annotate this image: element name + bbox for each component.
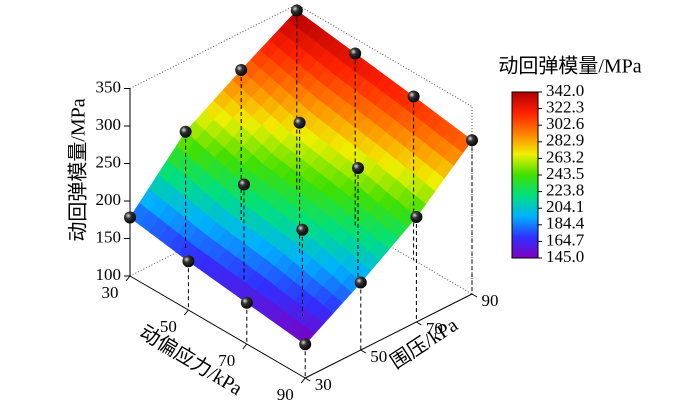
- data-point: [182, 255, 195, 268]
- data-point: [296, 223, 309, 236]
- data-point: [354, 276, 367, 289]
- y-tick: [360, 349, 367, 354]
- data-point: [290, 4, 303, 17]
- colorbar-tick-label: 204.1: [546, 197, 584, 216]
- box-edge: [296, 4, 473, 107]
- x-tick-label: 90: [277, 385, 294, 404]
- data-point: [466, 134, 478, 147]
- z-tick-label: 350: [96, 77, 122, 96]
- colorbar-tick-label: 223.8: [546, 181, 584, 200]
- colorbar-tick-label: 342.0: [546, 81, 584, 100]
- z-axis-label: 动回弹模量/MPa: [67, 98, 90, 241]
- y-tick-label: 30: [315, 375, 332, 394]
- x-tick: [300, 377, 306, 384]
- y-tick: [304, 377, 311, 382]
- x-tick: [125, 275, 131, 282]
- z-tick-label: 300: [96, 115, 122, 134]
- x-tick-label: 50: [160, 317, 177, 336]
- axis-line: [129, 275, 306, 379]
- data-point: [407, 90, 420, 103]
- data-point: [352, 162, 364, 174]
- x-tick: [184, 309, 189, 316]
- x-tick-label: 30: [102, 283, 119, 302]
- colorbar-tick-label: 263.2: [546, 147, 584, 166]
- data-point: [235, 64, 248, 76]
- x-tick-label: 70: [218, 351, 235, 370]
- data-point: [293, 116, 306, 129]
- x-tick: [242, 343, 248, 350]
- colorbar: [511, 91, 539, 259]
- colorbar-tick-label: 184.4: [546, 214, 585, 233]
- colorbar-tick-label: 164.7: [546, 230, 585, 249]
- z-tick-label: 250: [96, 152, 122, 171]
- y-tick: [416, 321, 422, 326]
- colorbar-tick-label: 282.9: [546, 131, 584, 150]
- y-tick-label: 70: [426, 319, 443, 338]
- data-point: [238, 178, 250, 191]
- box-edge: [129, 4, 298, 89]
- colorbar-title: 动回弹模量/MPa: [498, 55, 641, 78]
- y-tick-label: 90: [482, 291, 499, 310]
- z-tick-label: 150: [96, 227, 122, 246]
- colorbar-tick-label: 302.6: [546, 114, 584, 133]
- axis-line: [304, 293, 473, 379]
- data-point: [349, 47, 362, 60]
- y-tick-label: 50: [370, 347, 387, 366]
- z-tick-label: 200: [96, 190, 122, 209]
- z-tick-label: 100: [96, 265, 122, 284]
- data-point: [240, 296, 253, 309]
- y-tick: [471, 293, 478, 298]
- data-point: [410, 211, 423, 223]
- data-point: [124, 211, 136, 224]
- y-axis-label: 围压/kPa: [387, 314, 462, 374]
- data-point: [299, 338, 312, 351]
- colorbar-tick-label: 243.5: [546, 164, 584, 183]
- colorbar-tick-label: 322.3: [546, 98, 584, 117]
- data-point: [179, 125, 192, 138]
- colorbar-tick-label: 145.0: [546, 247, 584, 266]
